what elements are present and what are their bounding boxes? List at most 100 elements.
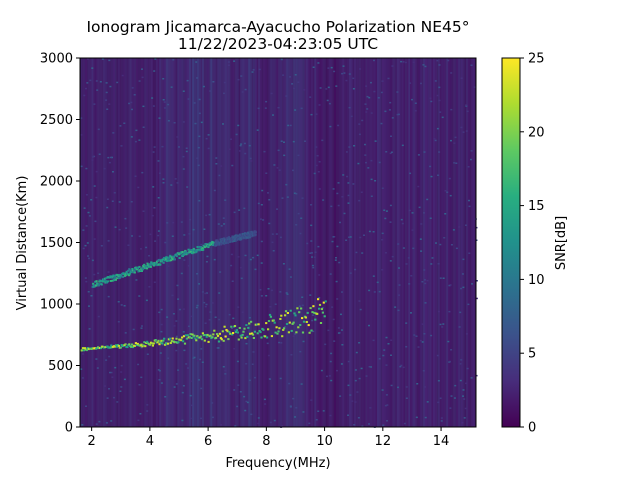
noise-speckle xyxy=(196,359,199,362)
trace-point xyxy=(285,323,289,325)
noise-speckle xyxy=(449,194,452,197)
trace-point xyxy=(168,256,171,259)
noise-speckle xyxy=(435,242,437,244)
noise-speckle xyxy=(318,161,321,163)
noise-speckle xyxy=(163,101,166,103)
noise-speckle xyxy=(123,122,126,124)
noise-speckle xyxy=(182,155,185,158)
noise-speckle xyxy=(203,228,206,230)
noise-speckle xyxy=(124,217,127,220)
noise-speckle xyxy=(299,350,302,353)
noise-speckle xyxy=(265,100,268,103)
noise-speckle xyxy=(357,162,360,165)
noise-speckle xyxy=(309,96,312,98)
trace-point xyxy=(246,234,249,237)
y-tick-label: 2500 xyxy=(40,113,73,128)
noise-speckle xyxy=(165,425,168,427)
noise-speckle xyxy=(134,140,137,143)
noise-column xyxy=(124,58,127,427)
noise-column xyxy=(454,58,457,427)
noise-speckle xyxy=(450,108,453,111)
trace-point xyxy=(297,326,300,329)
noise-speckle xyxy=(244,409,247,412)
noise-speckle xyxy=(345,151,348,153)
trace-point xyxy=(184,250,187,253)
noise-speckle xyxy=(441,116,444,119)
trace-point xyxy=(231,333,234,336)
noise-column xyxy=(287,58,290,427)
noise-speckle xyxy=(97,272,100,274)
noise-speckle xyxy=(151,97,154,99)
noise-speckle xyxy=(224,199,227,201)
noise-speckle xyxy=(257,422,260,425)
noise-speckle xyxy=(112,171,114,173)
noise-speckle xyxy=(475,374,478,377)
noise-column xyxy=(259,58,262,427)
noise-speckle xyxy=(220,340,223,342)
noise-speckle xyxy=(239,391,242,393)
noise-speckle xyxy=(384,217,387,220)
noise-column xyxy=(268,58,271,427)
noise-speckle xyxy=(162,178,165,180)
noise-speckle xyxy=(183,234,186,236)
noise-column xyxy=(139,58,142,427)
noise-column xyxy=(345,58,348,427)
noise-column xyxy=(155,58,158,427)
trace-point xyxy=(178,257,181,259)
noise-speckle xyxy=(318,188,321,190)
noise-speckle xyxy=(292,397,295,400)
trace-point xyxy=(267,320,271,322)
noise-column xyxy=(296,58,299,427)
noise-speckle xyxy=(106,397,109,399)
noise-speckle xyxy=(113,396,115,399)
trace-point xyxy=(264,335,267,338)
trace-point xyxy=(86,347,89,349)
x-axis-label: Frequency(MHz) xyxy=(225,456,330,471)
noise-speckle xyxy=(389,101,392,104)
noise-column xyxy=(391,58,394,427)
trace-point xyxy=(244,337,247,340)
noise-speckle xyxy=(238,209,241,211)
noise-speckle xyxy=(237,78,240,81)
noise-speckle xyxy=(106,108,109,110)
noise-speckle xyxy=(81,377,84,379)
noise-column xyxy=(347,58,350,427)
noise-speckle xyxy=(252,351,255,353)
noise-speckle xyxy=(405,263,408,265)
noise-column xyxy=(322,58,325,427)
trace-point xyxy=(301,317,304,320)
noise-column xyxy=(246,58,249,427)
noise-speckle xyxy=(153,281,156,283)
noise-speckle xyxy=(316,155,319,157)
noise-speckle xyxy=(460,77,463,79)
noise-column xyxy=(469,58,472,427)
noise-speckle xyxy=(238,150,241,152)
trace-point xyxy=(295,331,298,334)
noise-speckle xyxy=(88,328,91,330)
noise-column xyxy=(355,58,358,427)
noise-speckle xyxy=(327,86,330,89)
noise-speckle xyxy=(430,175,433,178)
trace-point xyxy=(290,329,293,332)
trace-point xyxy=(138,265,141,268)
noise-column xyxy=(398,58,401,427)
noise-speckle xyxy=(442,323,445,325)
noise-speckle xyxy=(353,145,356,147)
trace-point xyxy=(316,312,319,315)
noise-speckle xyxy=(439,243,442,246)
trace-point xyxy=(119,276,122,279)
noise-speckle xyxy=(340,313,342,316)
noise-speckle xyxy=(275,233,278,235)
trace-point xyxy=(127,269,130,272)
noise-speckle xyxy=(103,167,106,170)
noise-speckle xyxy=(330,379,333,382)
noise-speckle xyxy=(127,244,130,246)
noise-speckle xyxy=(258,68,261,71)
noise-speckle xyxy=(453,162,456,164)
noise-column xyxy=(302,58,305,427)
noise-speckle xyxy=(420,250,423,252)
chart-title-line-2: 11/22/2023-04:23:05 UTC xyxy=(178,35,378,53)
trace-point xyxy=(82,349,85,352)
noise-speckle xyxy=(85,167,88,170)
noise-column xyxy=(94,58,97,427)
